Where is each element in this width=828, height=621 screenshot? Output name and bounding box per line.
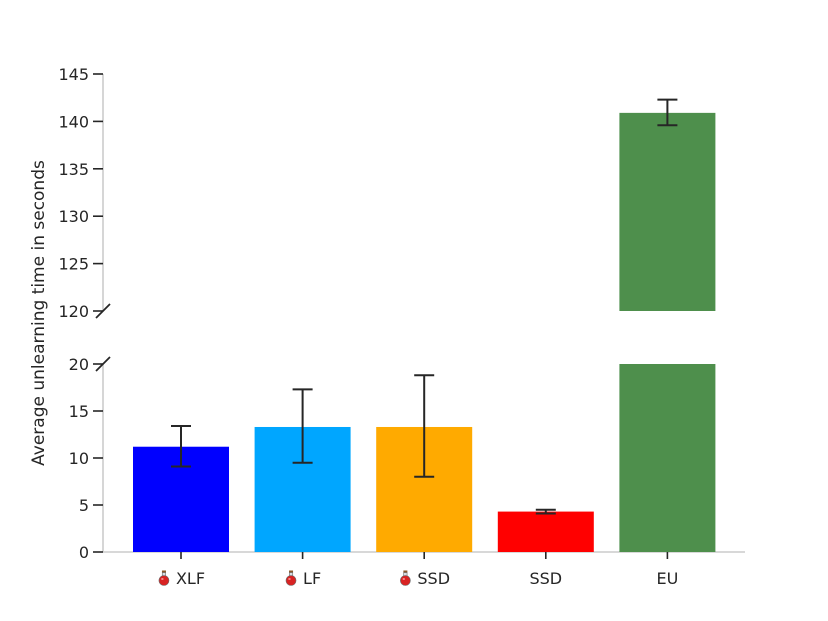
y-upper-tick-label-3: 135 xyxy=(58,160,89,179)
x-tick-label-1: LF xyxy=(303,569,321,588)
x-tick-labels: XLF LF SSD SSD EU xyxy=(158,552,678,588)
bars xyxy=(133,112,716,552)
y-ticks: 0 5 10 15 20 120 125 130 135 140 145 xyxy=(58,65,103,562)
x-tick-label-2: SSD xyxy=(417,569,450,588)
y-lower-tick-label-3: 15 xyxy=(69,402,89,421)
bar-3-lower xyxy=(497,511,594,552)
y-upper-tick-label-4: 140 xyxy=(58,112,89,131)
y-lower-tick-label-1: 5 xyxy=(79,496,89,515)
bar-4-lower xyxy=(619,364,716,552)
y-lower-tick-label-4: 20 xyxy=(69,355,89,374)
y-upper-tick-label-1: 125 xyxy=(58,255,89,274)
x-tick-label-3: SSD xyxy=(529,569,562,588)
y-upper-tick-label-0: 120 xyxy=(58,302,89,321)
potion-flask-icon xyxy=(399,570,411,586)
bar-4-upper xyxy=(619,112,716,311)
y-lower-tick-label-2: 10 xyxy=(69,449,89,468)
x-tick-label-0: XLF xyxy=(176,569,205,588)
y-upper-tick-label-2: 130 xyxy=(58,207,89,226)
y-axis-title: Average unlearning time in seconds xyxy=(29,160,49,466)
y-lower-tick-label-0: 0 xyxy=(79,543,89,562)
potion-flask-icon xyxy=(285,570,297,586)
potion-flask-icon xyxy=(158,570,170,586)
y-upper-tick-label-5: 145 xyxy=(58,65,89,84)
error-bars xyxy=(171,98,678,515)
x-tick-label-4: EU xyxy=(656,569,678,588)
